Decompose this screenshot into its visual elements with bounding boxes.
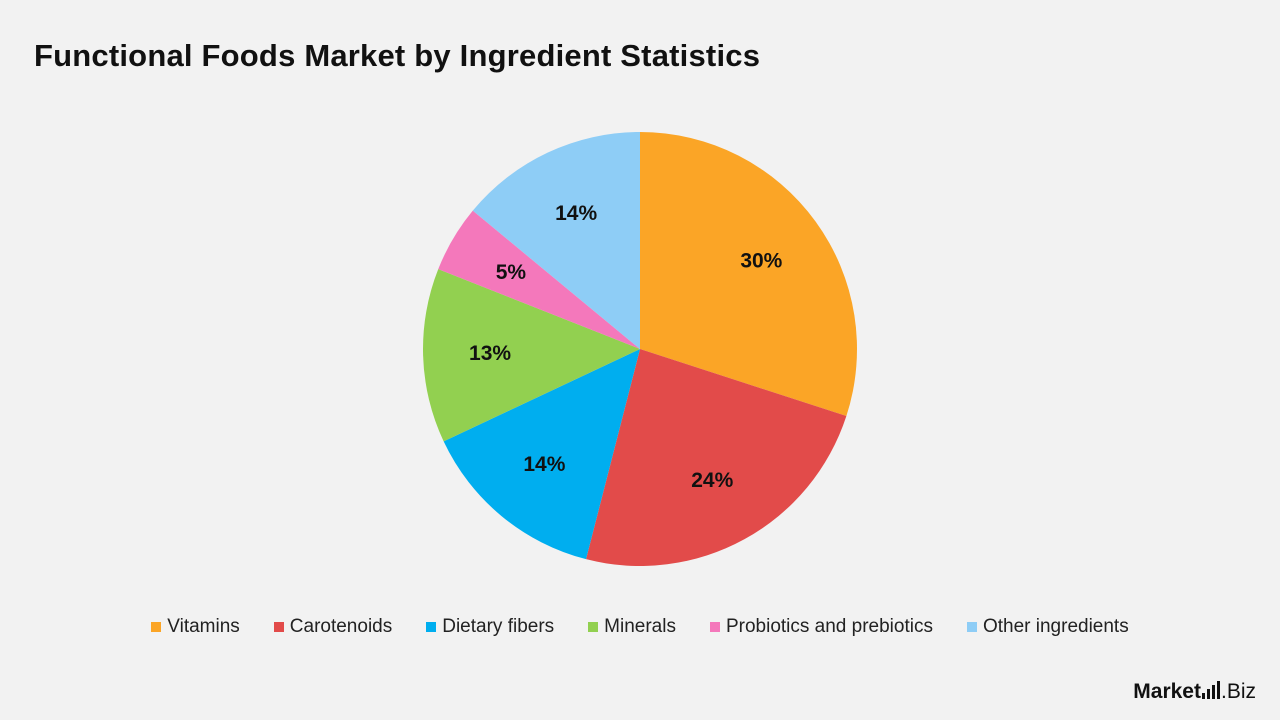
legend-label: Other ingredients bbox=[982, 616, 1129, 637]
legend-swatch bbox=[273, 622, 284, 632]
pie-value-labels: 30% 24% 14% 13% 5% 14% bbox=[469, 202, 783, 492]
legend-label: Dietary fibers bbox=[442, 616, 555, 637]
pie-slice-dietary-fibers bbox=[443, 349, 640, 560]
legend-swatch bbox=[588, 622, 599, 632]
legend-label: Carotenoids bbox=[289, 616, 393, 637]
legend-label: Minerals bbox=[604, 616, 676, 637]
chart-legend: Vitamins Carotenoids Dietary fibers Mineral… bbox=[0, 616, 1280, 638]
legend-swatch bbox=[151, 622, 162, 632]
legend-item: Vitamins bbox=[151, 616, 240, 638]
pie-value-label: 14% bbox=[555, 202, 597, 225]
pie-slice-vitamins bbox=[640, 132, 857, 417]
pie-slice-carotenoids bbox=[586, 349, 847, 566]
legend-item: Probiotics and prebiotics bbox=[709, 616, 933, 638]
legend-item: Minerals bbox=[588, 616, 676, 638]
pie-slices bbox=[422, 132, 857, 566]
brand-logo: Market .Biz bbox=[1133, 680, 1256, 704]
chart-title: Functional Foods Market by Ingredient St… bbox=[34, 38, 761, 73]
pie-slice-other-ingredients bbox=[472, 132, 640, 349]
pie-value-label: 14% bbox=[523, 453, 565, 476]
legend-label: Probiotics and prebiotics bbox=[725, 616, 933, 637]
pie-slice-minerals bbox=[422, 269, 640, 442]
legend-item: Carotenoids bbox=[273, 616, 393, 638]
bar-chart-icon bbox=[1201, 681, 1220, 699]
pie-value-label: 5% bbox=[496, 261, 527, 284]
legend-label: Vitamins bbox=[167, 616, 240, 637]
pie-value-label: 24% bbox=[691, 469, 733, 492]
brand-name-bold: Market bbox=[1133, 680, 1201, 703]
pie-slice-probiotics-and-prebiotics bbox=[438, 210, 640, 349]
pie-value-label: 30% bbox=[740, 249, 782, 272]
legend-item: Other ingredients bbox=[966, 616, 1129, 638]
brand-name-light: .Biz bbox=[1220, 680, 1256, 703]
legend-swatch bbox=[709, 622, 720, 632]
legend-item: Dietary fibers bbox=[426, 616, 554, 638]
pie-value-label: 13% bbox=[469, 342, 511, 365]
legend-swatch bbox=[966, 622, 977, 632]
legend-swatch bbox=[426, 622, 437, 632]
